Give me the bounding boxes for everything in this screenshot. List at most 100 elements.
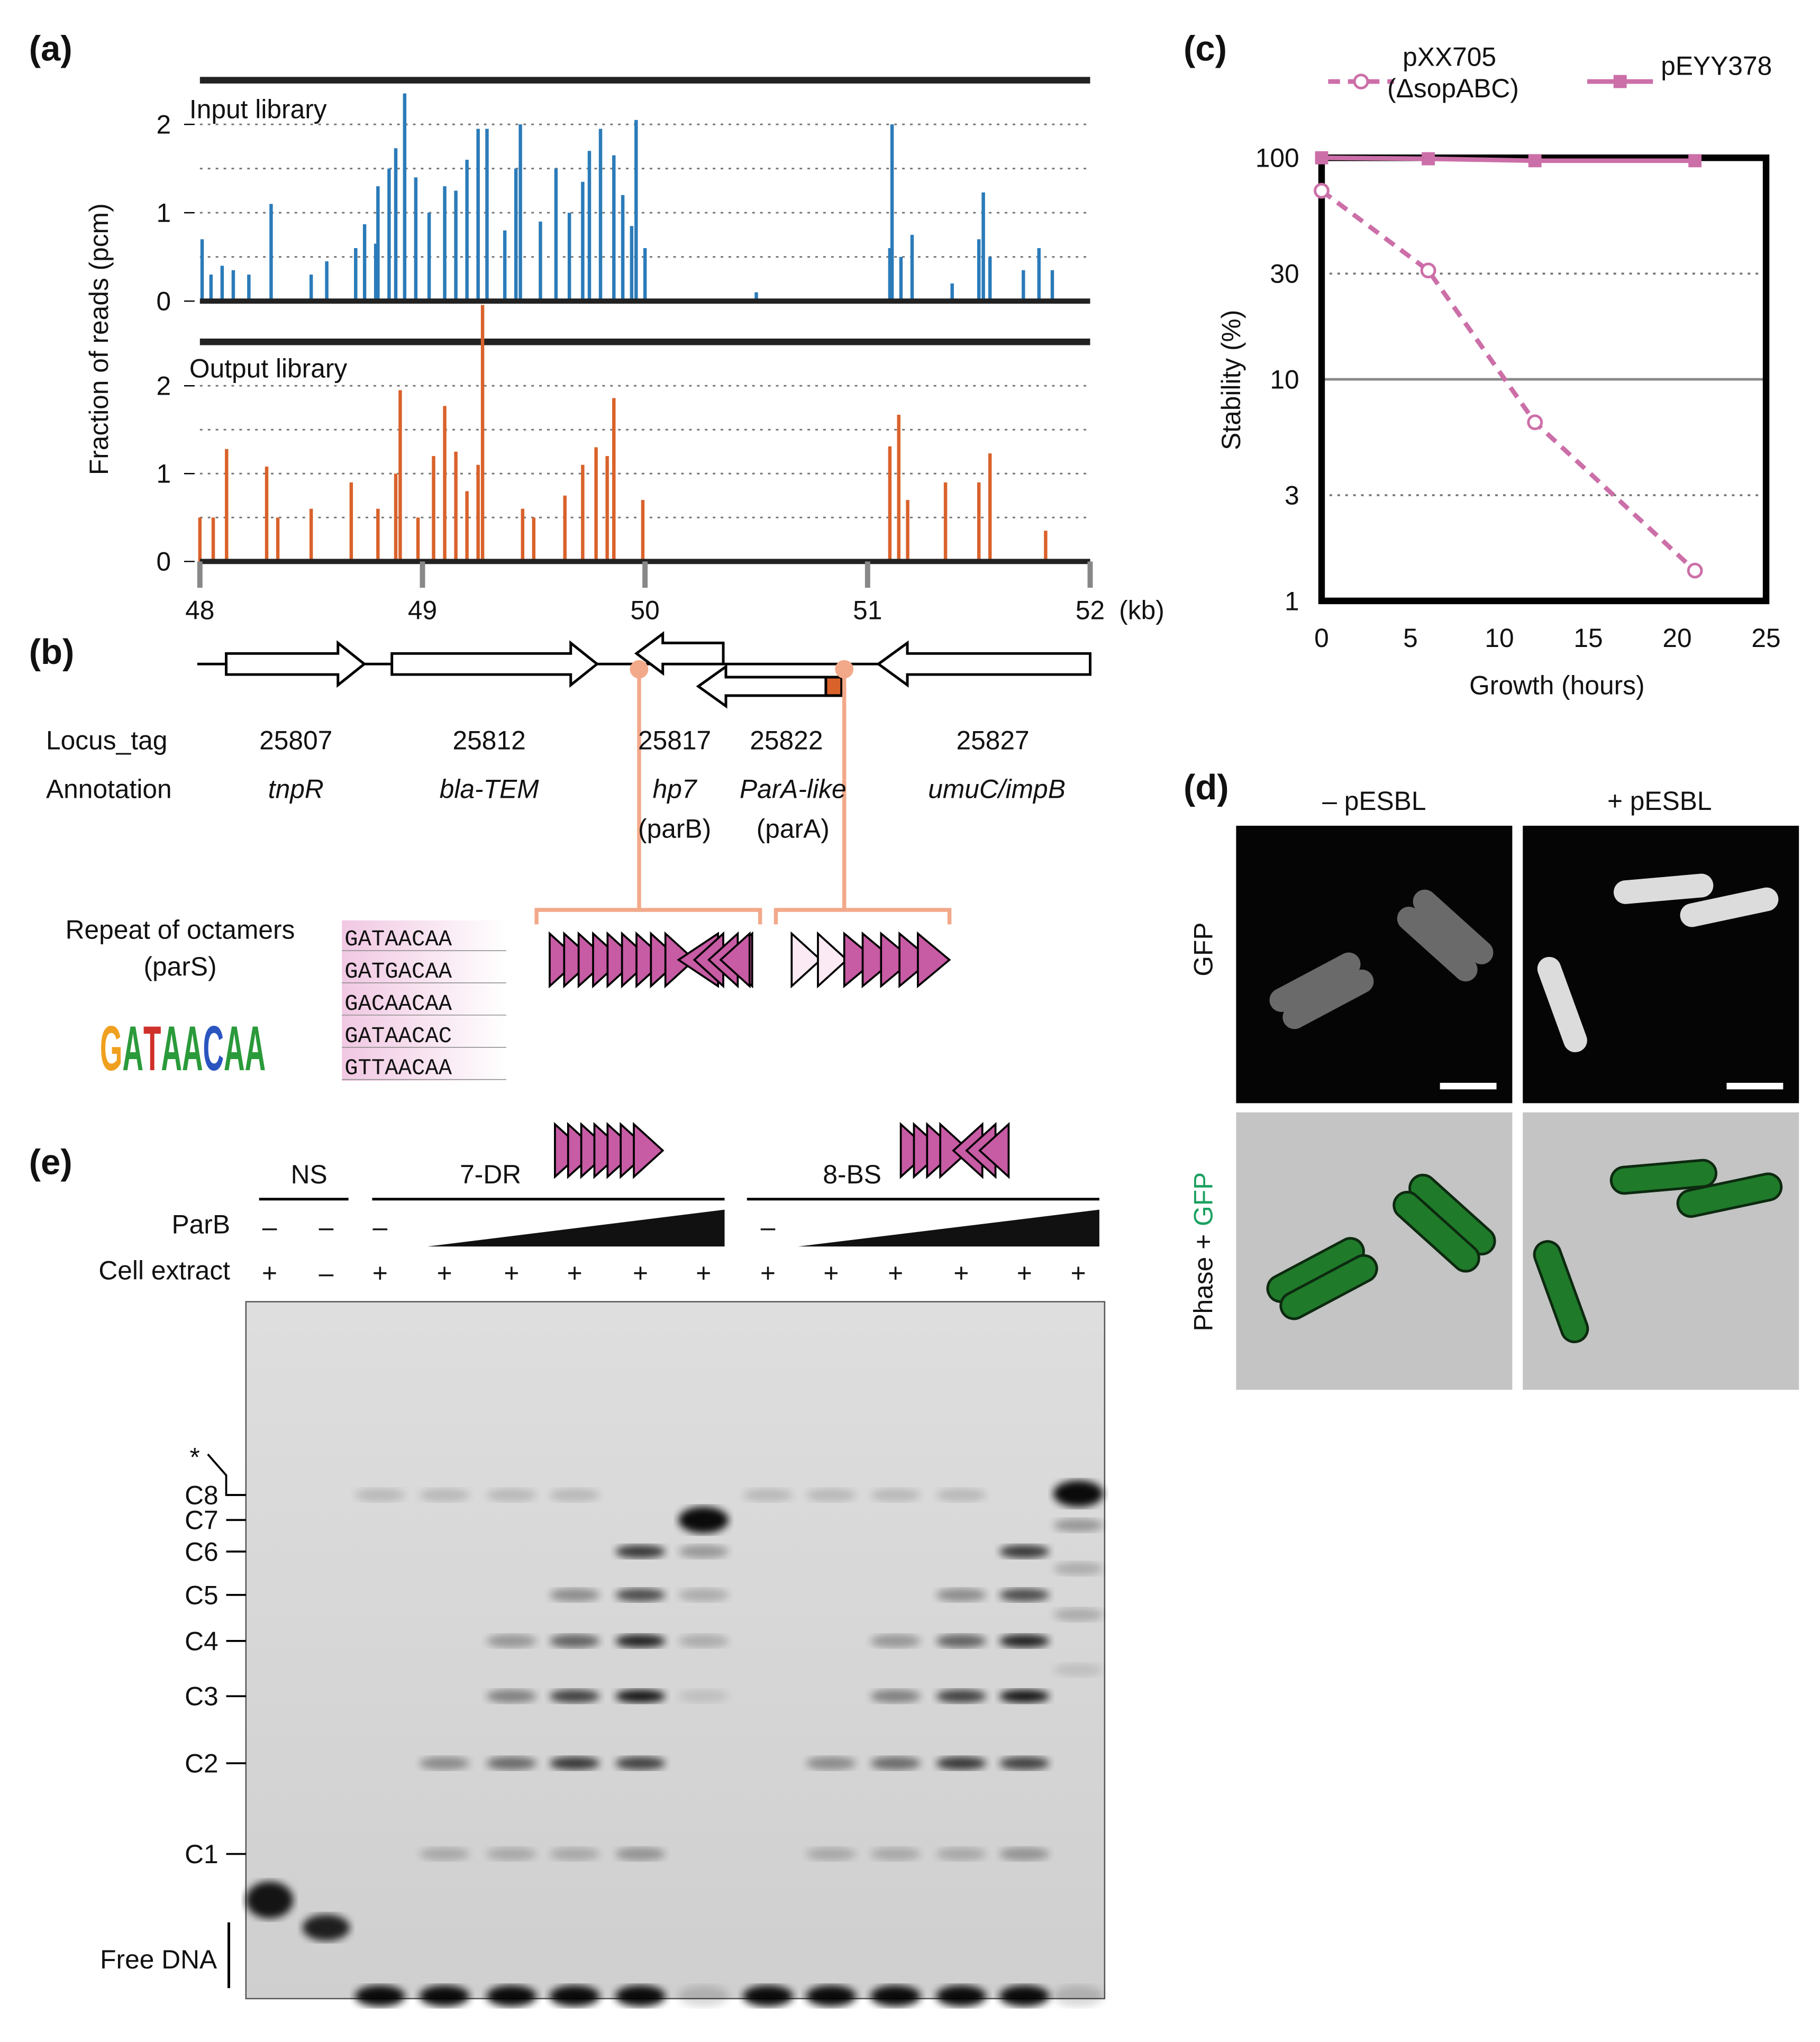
legend-label: pXX705 (ΔsopABC): [1387, 42, 1519, 103]
bar: [394, 148, 398, 302]
bar: [567, 213, 571, 302]
gel-band: [678, 1588, 729, 1602]
x-tick-label: 52: [1076, 596, 1105, 625]
gel-band: [615, 1756, 666, 1770]
extract-mark: –: [319, 1258, 334, 1288]
bar: [634, 120, 638, 302]
gel-band: [678, 1985, 729, 2007]
band-label: C2: [185, 1748, 219, 1778]
bar: [943, 482, 948, 562]
gene-domain: [824, 676, 843, 697]
gel-band: [1053, 1663, 1104, 1677]
row-title: Phase + GFP: [1189, 1172, 1218, 1332]
bar: [349, 482, 353, 562]
annotation: ParA-like: [740, 774, 847, 804]
locus-tag: 25807: [259, 726, 332, 755]
band-tick: [207, 1453, 246, 1496]
extract-mark: +: [504, 1258, 519, 1288]
legend-label: pEYY378: [1661, 51, 1772, 81]
band-label: *: [189, 1442, 199, 1472]
parb-wedge: [427, 1209, 725, 1247]
bar: [398, 390, 402, 562]
panel-label: (b): [29, 632, 75, 672]
gel-band: [999, 1634, 1050, 1648]
bar: [476, 464, 480, 562]
pars-octamer: [917, 931, 951, 989]
gel-band: [486, 1488, 537, 1502]
cell: [1533, 1240, 1589, 1344]
gel-band: [355, 1488, 405, 1502]
bar: [416, 517, 420, 562]
bar: [503, 230, 507, 302]
bar: [514, 168, 518, 302]
band-label: C1: [185, 1839, 219, 1869]
row-title: Cell extract: [98, 1255, 230, 1285]
bar: [465, 491, 469, 562]
gel-band: [419, 1847, 470, 1861]
x-tick-label: 50: [631, 596, 660, 625]
gel-band: [999, 1985, 1050, 2007]
octamer: GTTAACAA: [344, 1056, 452, 1081]
bar: [521, 508, 525, 562]
bar: [598, 129, 603, 302]
octamer: GATGACAA: [344, 959, 452, 984]
plot-frame: [1318, 154, 1770, 605]
panel-label: (a): [29, 29, 72, 68]
bar: [394, 473, 398, 562]
gel-band: [936, 1488, 987, 1502]
row-title: ParB: [171, 1209, 230, 1239]
cell: [1279, 1254, 1378, 1320]
bar: [276, 517, 280, 562]
bar: [612, 398, 616, 562]
gel-band: [870, 1985, 921, 2007]
gel-band: [936, 1588, 987, 1602]
bar: [643, 248, 647, 302]
gel-band: [615, 1634, 666, 1648]
bar: [581, 464, 585, 562]
pars-octamer: [880, 931, 914, 989]
bar: [454, 190, 458, 302]
gel-band: [999, 1847, 1050, 1861]
gel-band: [936, 1847, 987, 1861]
cell: [1614, 873, 1714, 904]
annotation: tnpR: [268, 774, 324, 804]
x-tick-label: 51: [853, 596, 882, 625]
cell: [1680, 887, 1779, 927]
bar: [897, 415, 900, 562]
gel-band: [806, 1847, 857, 1861]
parb-mark: –: [262, 1212, 277, 1242]
gel-band: [486, 1634, 537, 1648]
gel-band: [678, 1634, 729, 1648]
bar: [630, 226, 634, 302]
group-label: NS: [291, 1160, 327, 1189]
bar: [888, 248, 892, 302]
point: [1315, 151, 1328, 165]
pars-octamer: [898, 931, 933, 989]
gel-band: [678, 1545, 729, 1558]
extract-mark: +: [953, 1258, 969, 1288]
gel-band: [936, 1689, 987, 1703]
bar: [977, 239, 981, 302]
cell: [1282, 969, 1374, 1029]
bar: [480, 305, 485, 562]
x-tick-label: 49: [408, 596, 437, 625]
pars-connectors: [534, 670, 952, 925]
band-label: C3: [185, 1682, 219, 1711]
octamer: GATAACAC: [344, 1024, 452, 1049]
extract-mark: +: [888, 1258, 903, 1288]
y-tick-label: 1: [1285, 586, 1299, 616]
locus-tag: 25827: [956, 726, 1029, 755]
bar: [950, 283, 954, 302]
gel-band: [999, 1756, 1050, 1770]
group-label: 8-BS: [823, 1160, 881, 1189]
gel-band: [678, 1507, 729, 1534]
bar: [539, 221, 542, 302]
cell: [1269, 952, 1361, 1012]
bar: [1037, 248, 1041, 302]
y-tick-label: 100: [1255, 143, 1299, 173]
parb-wedge: [798, 1209, 1099, 1247]
gel-band: [936, 1634, 987, 1648]
gel-band: [549, 1756, 600, 1770]
extract-mark: +: [696, 1258, 711, 1288]
